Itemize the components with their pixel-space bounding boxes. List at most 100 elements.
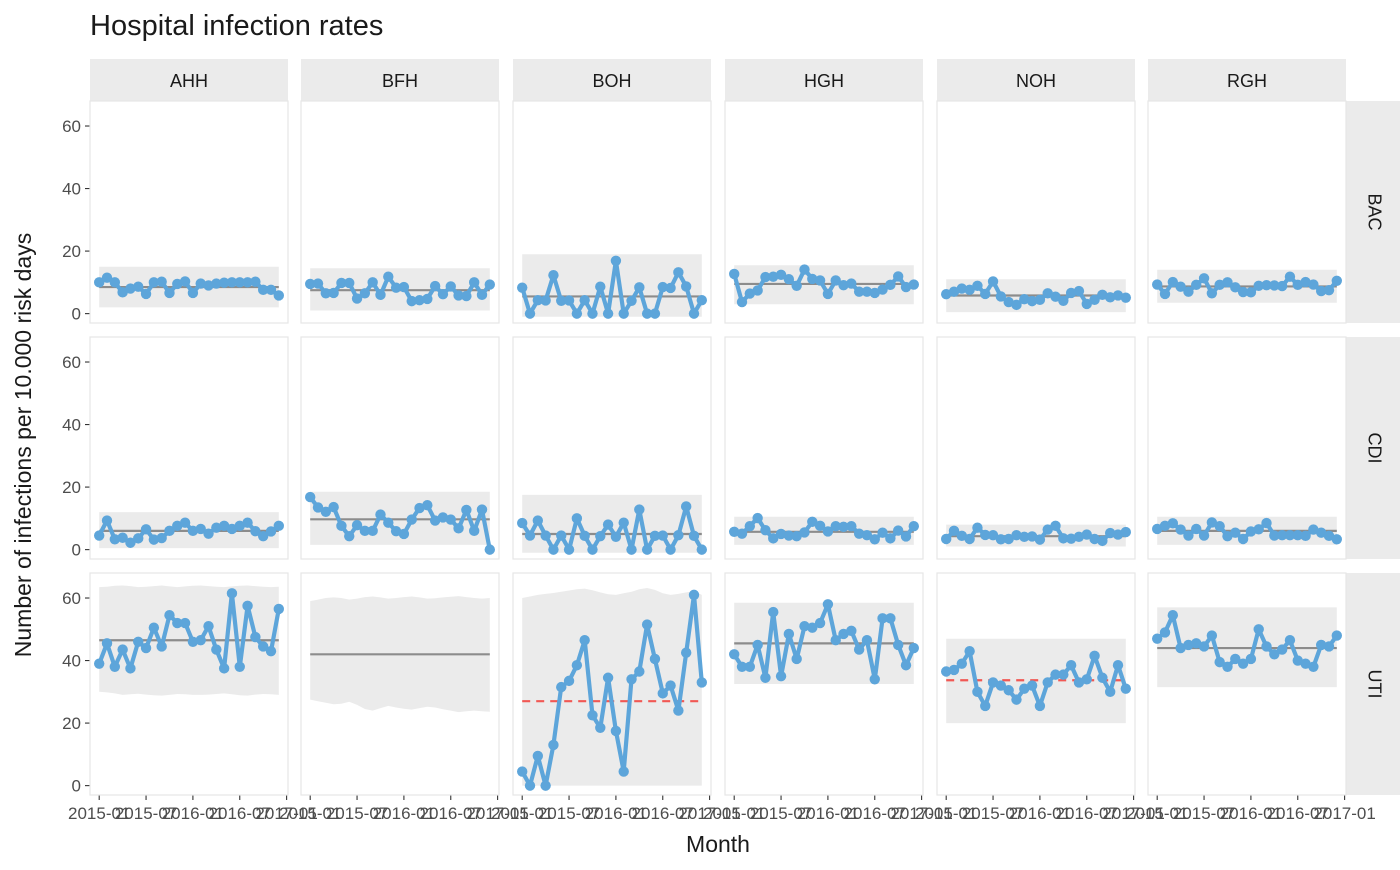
data-point-noh-uti-0 — [941, 666, 952, 677]
data-point-rgh-bac-17 — [1284, 271, 1296, 282]
data-point-bfh-cdi-13 — [406, 514, 417, 525]
data-point-noh-cdi-20 — [1097, 535, 1108, 547]
data-point-noh-bac-4 — [972, 280, 983, 291]
y-tick-label-uti-0: 0 — [72, 777, 81, 796]
y-tick-label-bac-0: 0 — [72, 305, 81, 324]
data-point-boh-uti-16 — [641, 619, 653, 630]
data-point-noh-bac-23 — [1120, 292, 1132, 303]
data-point-hgh-bac-5 — [768, 271, 779, 282]
data-point-ahh-bac-19 — [242, 277, 253, 288]
x-tick-label-rgh-1: 2015-07 — [1173, 804, 1235, 823]
panel-ahh-uti — [89, 572, 289, 796]
row-strip-cdi — [1346, 337, 1400, 559]
data-point-bfh-cdi-23 — [484, 544, 495, 555]
data-point-rgh-uti-13 — [1253, 624, 1264, 635]
data-point-rgh-cdi-5 — [1191, 523, 1202, 535]
data-point-hgh-cdi-14 — [838, 521, 849, 532]
data-point-hgh-uti-2 — [744, 661, 756, 673]
data-point-ahh-cdi-20 — [250, 525, 261, 537]
data-point-ahh-uti-16 — [218, 663, 230, 674]
data-point-bfh-bac-7 — [359, 288, 371, 299]
data-point-hgh-bac-15 — [846, 278, 857, 289]
data-point-noh-cdi-1 — [948, 525, 960, 537]
data-point-hgh-bac-1 — [736, 296, 748, 308]
data-point-noh-bac-9 — [1011, 299, 1022, 311]
data-point-ahh-uti-9 — [164, 610, 175, 621]
data-point-hgh-bac-12 — [822, 288, 834, 300]
data-point-rgh-uti-4 — [1183, 639, 1194, 651]
data-point-boh-uti-17 — [649, 653, 661, 665]
data-point-ahh-cdi-21 — [257, 530, 269, 542]
data-point-bfh-cdi-6 — [351, 520, 363, 531]
data-point-hgh-cdi-9 — [799, 527, 810, 538]
data-point-boh-cdi-3 — [540, 530, 551, 541]
data-point-boh-bac-6 — [563, 295, 575, 306]
data-point-noh-bac-3 — [964, 284, 975, 296]
data-point-bfh-bac-9 — [375, 289, 386, 301]
panel-noh-uti — [936, 572, 1136, 796]
data-point-hgh-cdi-1 — [736, 528, 748, 539]
data-point-hgh-uti-16 — [853, 644, 865, 655]
data-point-noh-uti-4 — [972, 686, 983, 698]
data-point-rgh-bac-19 — [1300, 276, 1311, 288]
data-point-rgh-bac-20 — [1308, 279, 1319, 290]
data-point-rgh-cdi-8 — [1214, 520, 1225, 532]
x-tick-label-hgh-3: 2016-07 — [844, 804, 906, 823]
data-point-ahh-bac-4 — [125, 283, 136, 294]
data-point-noh-uti-23 — [1120, 683, 1132, 694]
data-point-boh-cdi-11 — [602, 519, 614, 530]
data-point-rgh-uti-20 — [1308, 661, 1319, 673]
data-point-rgh-uti-16 — [1276, 644, 1288, 655]
data-point-boh-uti-21 — [680, 647, 692, 658]
data-point-bfh-bac-6 — [351, 293, 363, 304]
data-point-rgh-bac-7 — [1206, 288, 1218, 299]
data-point-bfh-cdi-15 — [422, 500, 433, 511]
data-point-ahh-cdi-8 — [156, 532, 167, 544]
data-point-rgh-uti-23 — [1331, 630, 1343, 641]
data-point-bfh-cdi-17 — [437, 512, 449, 523]
data-point-rgh-cdi-16 — [1276, 530, 1288, 541]
x-tick-label-boh-2: 2016-01 — [585, 804, 647, 823]
strip-label-hgh: HGH — [804, 71, 844, 91]
data-point-ahh-uti-17 — [226, 588, 238, 599]
data-point-bfh-bac-16 — [429, 280, 441, 292]
data-point-bfh-bac-10 — [383, 271, 394, 282]
data-point-noh-uti-15 — [1058, 669, 1069, 680]
data-point-noh-bac-2 — [956, 283, 968, 294]
panel-rgh-bac — [1147, 100, 1347, 324]
data-point-bfh-cdi-3 — [328, 501, 339, 513]
data-point-ahh-uti-11 — [179, 617, 191, 629]
data-point-bfh-cdi-14 — [414, 502, 425, 514]
data-point-hgh-uti-22 — [900, 660, 912, 671]
x-tick-label-rgh-2: 2016-01 — [1220, 804, 1282, 823]
control-band-boh-uti — [522, 588, 702, 786]
x-tick-label-hgh-1: 2015-07 — [750, 804, 812, 823]
data-point-ahh-cdi-16 — [218, 520, 230, 532]
panel-rgh-uti — [1147, 572, 1347, 796]
x-tick-label-boh-0: 2015-01 — [491, 804, 553, 823]
data-point-ahh-bac-11 — [179, 276, 191, 287]
data-point-hgh-bac-7 — [783, 274, 795, 285]
data-point-hgh-bac-14 — [838, 279, 849, 291]
data-point-ahh-cdi-11 — [179, 517, 191, 528]
data-point-boh-cdi-22 — [688, 530, 700, 542]
data-point-rgh-cdi-3 — [1175, 524, 1186, 535]
data-point-noh-bac-12 — [1034, 294, 1046, 306]
data-point-boh-bac-9 — [587, 308, 598, 319]
panel-boh-cdi — [512, 336, 712, 560]
data-point-ahh-bac-3 — [117, 287, 128, 298]
data-point-ahh-uti-8 — [156, 641, 167, 652]
data-point-hgh-uti-1 — [736, 661, 748, 673]
x-tick-label-rgh-0: 2015-01 — [1126, 804, 1188, 823]
data-point-noh-bac-1 — [948, 286, 960, 297]
data-point-ahh-cdi-4 — [125, 537, 136, 548]
row-strip-label-bac: BAC — [1364, 193, 1384, 230]
x-tick-label-hgh-2: 2016-01 — [797, 804, 859, 823]
data-point-hgh-cdi-22 — [900, 531, 912, 542]
data-point-bfh-cdi-0 — [305, 491, 316, 503]
data-point-hgh-bac-6 — [775, 269, 787, 281]
data-point-hgh-uti-8 — [791, 653, 802, 665]
data-point-noh-uti-22 — [1112, 660, 1124, 671]
data-point-ahh-bac-7 — [148, 277, 160, 288]
data-point-bfh-cdi-12 — [398, 528, 410, 540]
